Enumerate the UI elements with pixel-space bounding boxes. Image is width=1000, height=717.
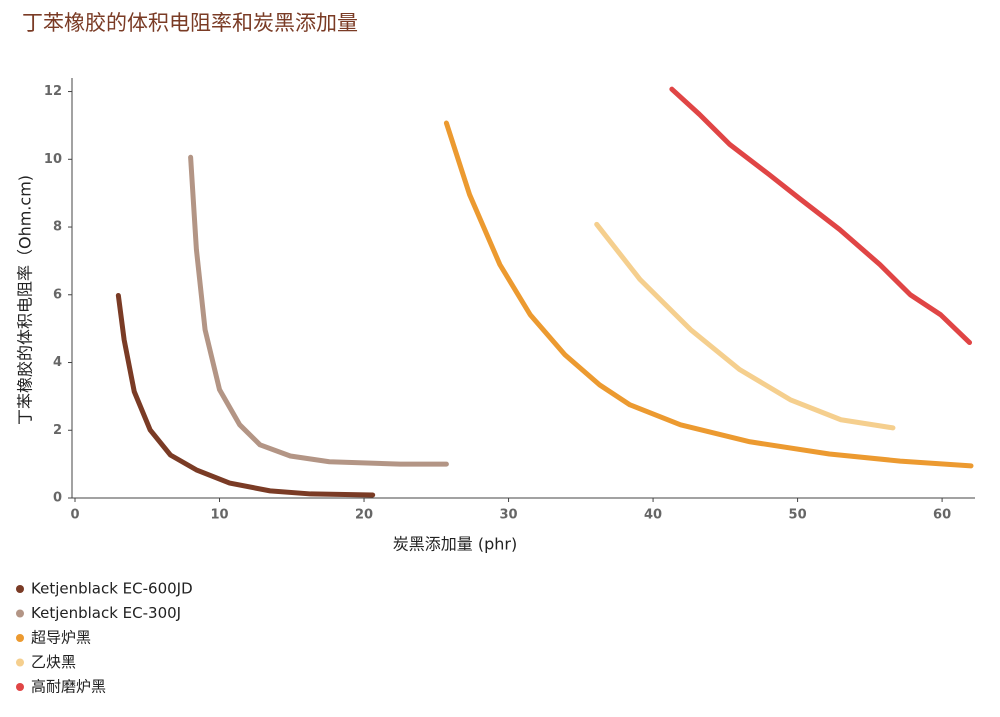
y-tick-label: 8 <box>53 220 62 235</box>
legend-marker <box>16 634 24 642</box>
legend-marker <box>16 609 24 618</box>
y-axis-title: 丁苯橡胶的体积电阻率（Ohm.cm) <box>16 175 35 425</box>
y-tick-label: 10 <box>44 152 62 167</box>
series-line <box>443 120 974 469</box>
legend-label: Ketjenblack EC-600JD <box>31 580 193 598</box>
series-line <box>188 154 449 467</box>
series-line <box>115 292 376 498</box>
y-tick-label: 4 <box>53 355 62 370</box>
x-tick-label: 50 <box>789 508 807 523</box>
series-line <box>594 221 896 431</box>
y-tick-label: 12 <box>44 84 62 99</box>
x-tick-label: 40 <box>644 508 662 523</box>
x-axis-title: 炭黑添加量 (phr) <box>393 535 517 554</box>
y-tick-label: 0 <box>53 491 62 506</box>
legend-label: 乙炔黑 <box>31 653 76 671</box>
series-line <box>669 86 973 346</box>
x-tick-label: 30 <box>500 508 518 523</box>
legend-marker <box>16 658 24 667</box>
legend-label: Ketjenblack EC-300J <box>31 604 181 622</box>
legend-marker <box>16 585 24 593</box>
x-tick-label: 0 <box>70 508 79 523</box>
legend-marker <box>16 683 24 691</box>
y-tick-label: 2 <box>53 423 62 438</box>
x-tick-label: 10 <box>210 508 228 523</box>
chart-title: 丁苯橡胶的体积电阻率和炭黑添加量 <box>22 11 358 35</box>
x-tick-label: 60 <box>933 508 951 523</box>
legend-label: 高耐磨炉黑 <box>31 678 106 696</box>
y-tick-label: 6 <box>53 287 62 302</box>
x-tick-label: 20 <box>355 508 373 523</box>
legend-label: 超导炉黑 <box>31 629 91 647</box>
